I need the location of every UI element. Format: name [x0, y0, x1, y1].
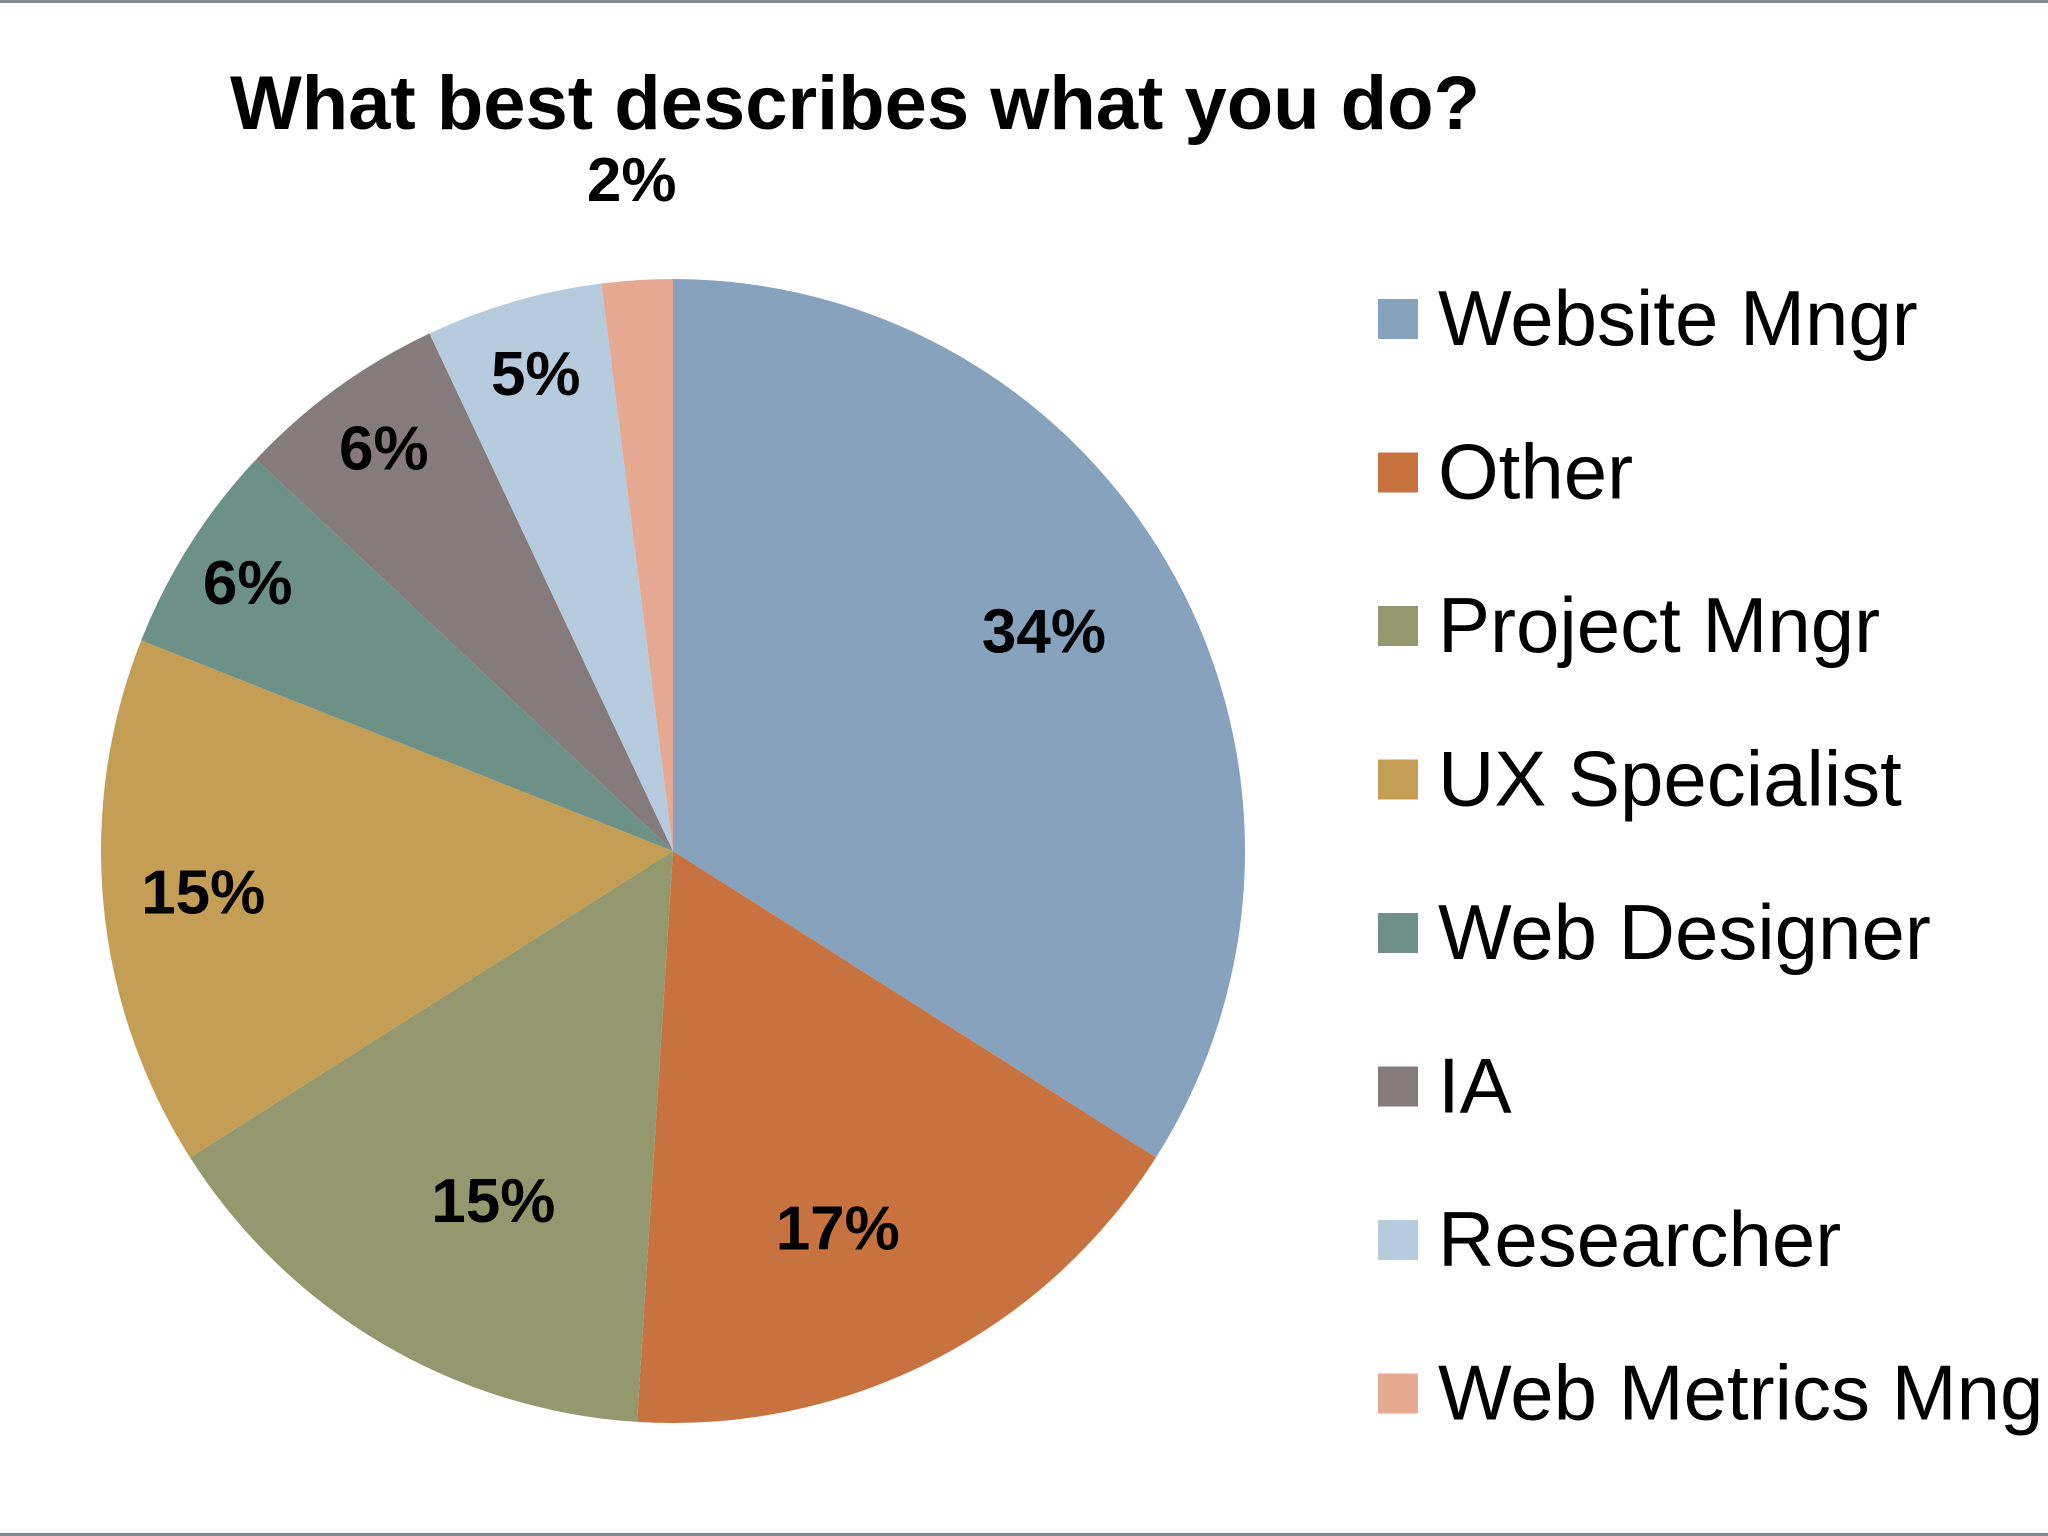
legend: Website Mngr Other Project Mngr UX Speciali… [1378, 274, 2048, 1437]
pie-slice-labels: 34% 17% 15% 15% 6% 6% 5% 2% [141, 146, 1106, 1264]
legend-label: Web Metrics Mngr [1438, 1349, 2048, 1437]
pie-slice-ia [256, 333, 673, 851]
slice-label-web-metrics-mngr: 2% [587, 146, 677, 215]
legend-item-ia: IA [1378, 1042, 1512, 1130]
pie-slice-researcher [429, 283, 673, 851]
pie-slice-other [637, 851, 1156, 1424]
pie-slice-project-mngr [190, 851, 673, 1422]
legend-item-web-metrics-mngr: Web Metrics Mngr [1378, 1349, 2048, 1437]
legend-swatch [1378, 759, 1418, 800]
slice-label-other: 17% [776, 1195, 900, 1264]
legend-swatch [1378, 299, 1418, 339]
legend-item-project-mngr: Project Mngr [1378, 581, 1880, 669]
legend-label: IA [1438, 1042, 1512, 1130]
legend-swatch [1378, 606, 1418, 646]
legend-label: Project Mngr [1438, 581, 1880, 669]
legend-label: Web Designer [1438, 888, 1931, 976]
legend-swatch [1378, 1066, 1418, 1107]
pie-slices [101, 279, 1245, 1424]
legend-item-other: Other [1378, 428, 1633, 516]
chart-title: What best describes what you do? [230, 61, 1480, 146]
legend-item-web-designer: Web Designer [1378, 888, 1931, 976]
slice-label-website-mngr: 34% [982, 597, 1106, 666]
legend-swatch [1378, 1220, 1418, 1260]
slice-label-ux-specialist: 15% [141, 859, 265, 928]
slice-label-web-designer: 6% [203, 549, 293, 618]
legend-item-researcher: Researcher [1378, 1195, 1841, 1283]
pie-slice-ux-specialist [101, 640, 673, 1158]
legend-swatch [1378, 1373, 1418, 1414]
legend-label: Website Mngr [1438, 274, 1918, 362]
pie-slice-web-designer [141, 459, 673, 851]
legend-swatch [1378, 452, 1418, 493]
slice-label-project-mngr: 15% [431, 1167, 555, 1236]
legend-label: UX Specialist [1438, 735, 1902, 823]
slice-label-ia: 6% [339, 414, 429, 483]
legend-label: Researcher [1438, 1195, 1841, 1283]
pie-slice-website-mngr [673, 279, 1245, 1158]
legend-item-website-mngr: Website Mngr [1378, 274, 1918, 362]
legend-label: Other [1438, 428, 1633, 516]
legend-item-ux-specialist: UX Specialist [1378, 735, 1902, 823]
pie-chart: What best describes what you do? 34% 17% 1… [101, 61, 2048, 1437]
pie-slice-web-metrics-mngr [601, 279, 673, 851]
legend-swatch [1378, 913, 1418, 953]
slice-label-researcher: 5% [491, 340, 581, 409]
